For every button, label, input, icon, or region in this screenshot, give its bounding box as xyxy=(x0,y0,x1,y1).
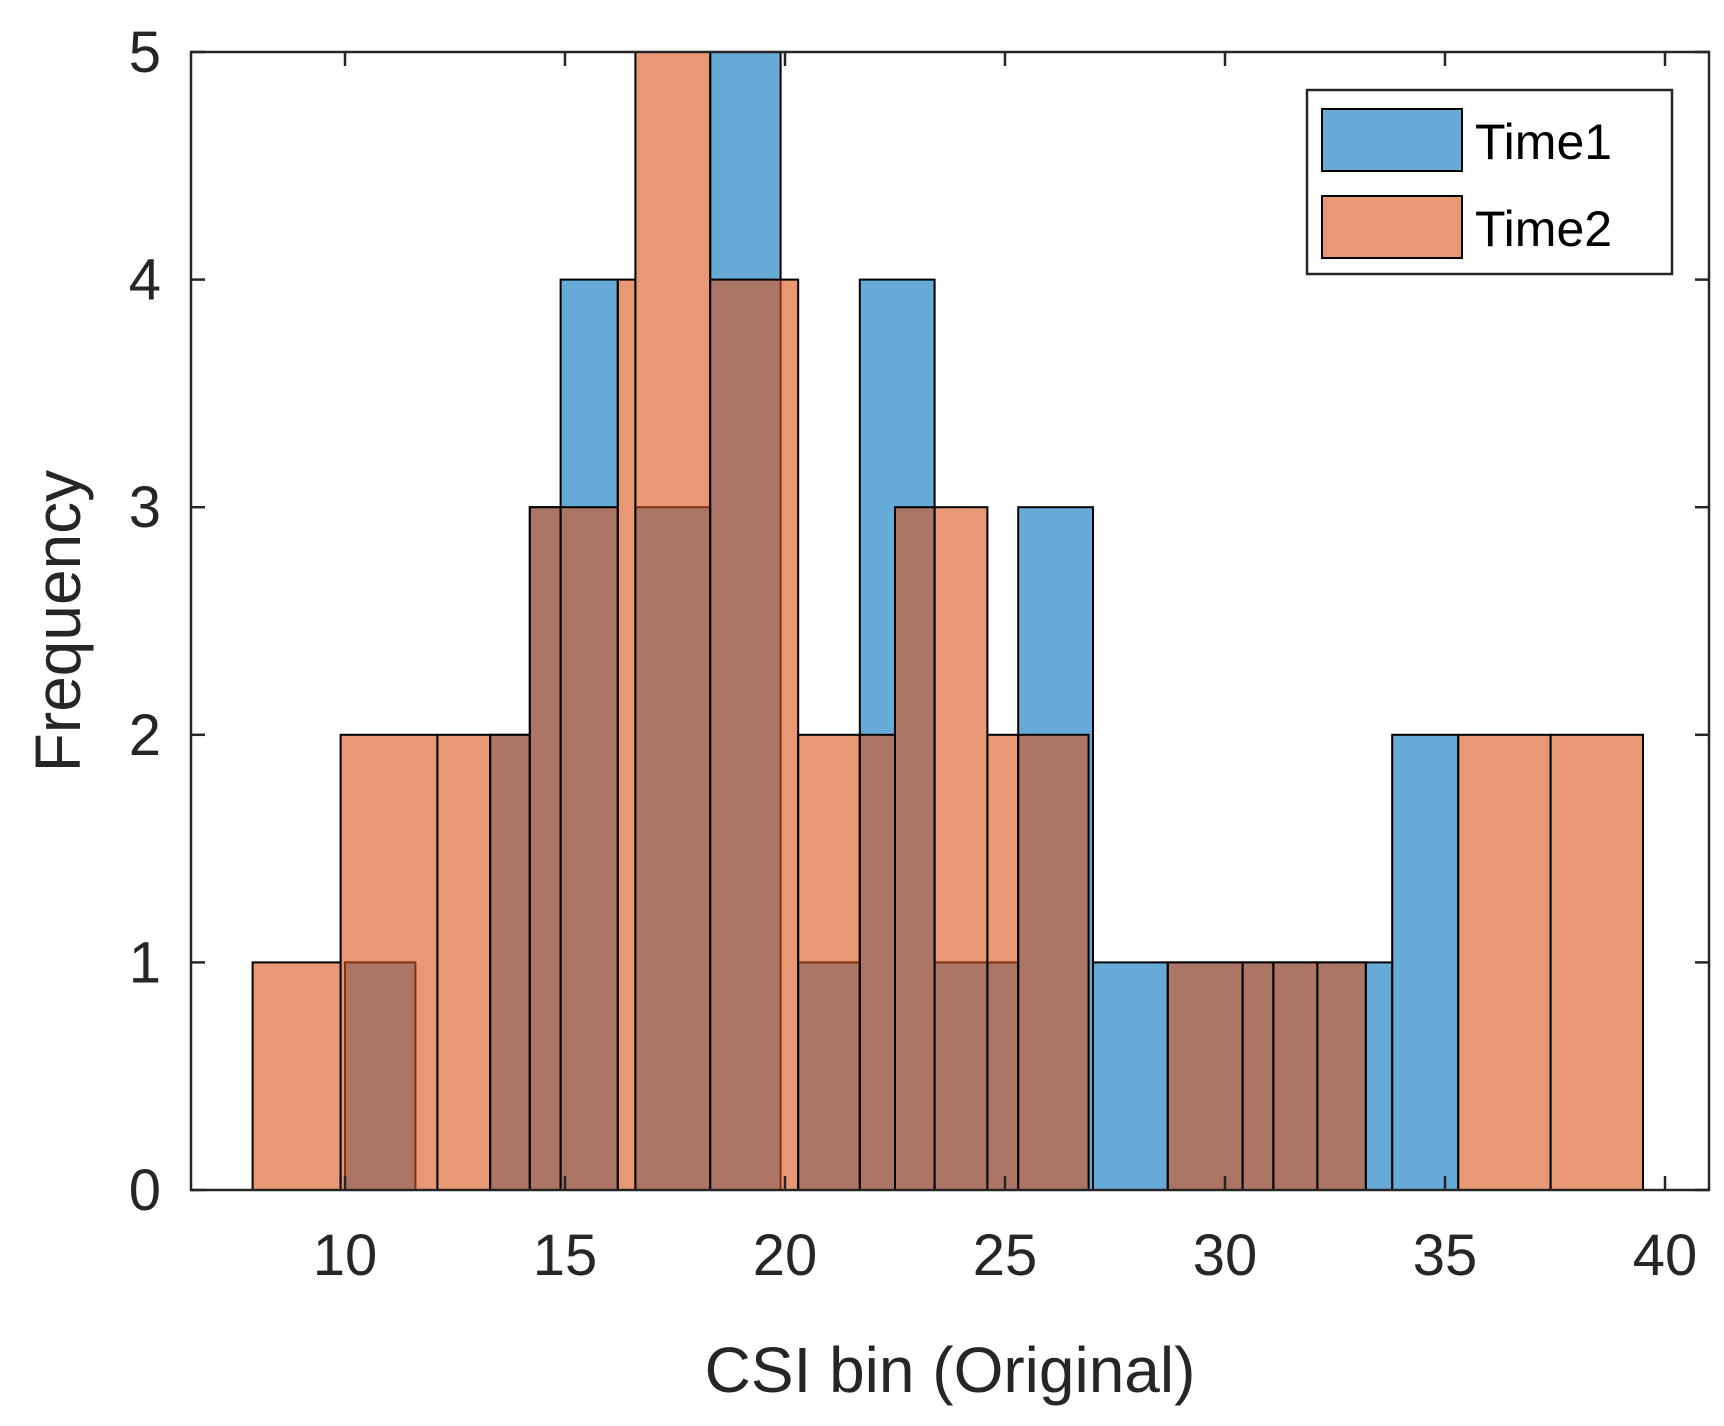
bar-time2-1 xyxy=(339,733,439,1191)
bar-time2-2 xyxy=(436,733,492,1191)
x-tick-label-35: 35 xyxy=(1413,1223,1478,1288)
bar-time1-15 xyxy=(1364,961,1394,1192)
bar-time2-13 xyxy=(986,733,1020,1191)
bar-time2-3 xyxy=(489,733,531,1191)
bar-time2-0 xyxy=(251,961,342,1192)
x-tick-label-10: 10 xyxy=(313,1223,378,1288)
x-tick-label-40: 40 xyxy=(1633,1223,1698,1288)
bar-time2-14 xyxy=(1017,733,1090,1191)
bar-time2-4 xyxy=(528,506,562,1191)
bar-time2-20 xyxy=(1549,733,1644,1191)
x-tick-label-15: 15 xyxy=(533,1223,598,1288)
bar-time2-17 xyxy=(1272,961,1319,1192)
bar-time2-11 xyxy=(894,506,936,1191)
bar-time2-18 xyxy=(1316,961,1367,1192)
legend-swatch-time1 xyxy=(1321,108,1463,172)
y-tick-label-4: 4 xyxy=(129,248,161,313)
legend-label-time2: Time2 xyxy=(1475,201,1612,257)
bar-time2-5 xyxy=(559,506,619,1191)
bar-time2-7 xyxy=(634,51,712,1191)
bar-time2-10 xyxy=(858,733,896,1191)
series-time2 xyxy=(251,51,1644,1192)
y-tick-label-2: 2 xyxy=(129,703,161,768)
legend-swatch-time2 xyxy=(1321,195,1463,259)
legend-label-time1: Time1 xyxy=(1475,114,1612,170)
x-axis-title: CSI bin (Original) xyxy=(705,1334,1196,1406)
x-tick-label-20: 20 xyxy=(753,1223,818,1288)
legend: Time1 Time2 xyxy=(1305,88,1674,276)
bar-time1-10 xyxy=(1092,961,1169,1192)
bar-time1-16 xyxy=(1391,733,1460,1191)
bar-time2-9 xyxy=(797,733,861,1191)
bar-time2-8 xyxy=(709,278,800,1192)
axes-box xyxy=(189,50,1711,1192)
bar-time2-16 xyxy=(1241,961,1275,1192)
bar-time2-6 xyxy=(616,278,637,1192)
y-tick-label-5: 5 xyxy=(129,20,161,85)
bar-time2-15 xyxy=(1166,961,1244,1192)
x-tick-label-25: 25 xyxy=(973,1223,1038,1288)
y-tick-label-3: 3 xyxy=(129,475,161,540)
y-tick-label-0: 0 xyxy=(129,1158,161,1223)
bar-time2-19 xyxy=(1457,733,1552,1191)
y-tick-label-1: 1 xyxy=(129,930,161,995)
x-tick-label-30: 30 xyxy=(1193,1223,1258,1288)
bar-time2-12 xyxy=(933,506,989,1191)
y-axis-title: Frequency xyxy=(22,470,94,772)
